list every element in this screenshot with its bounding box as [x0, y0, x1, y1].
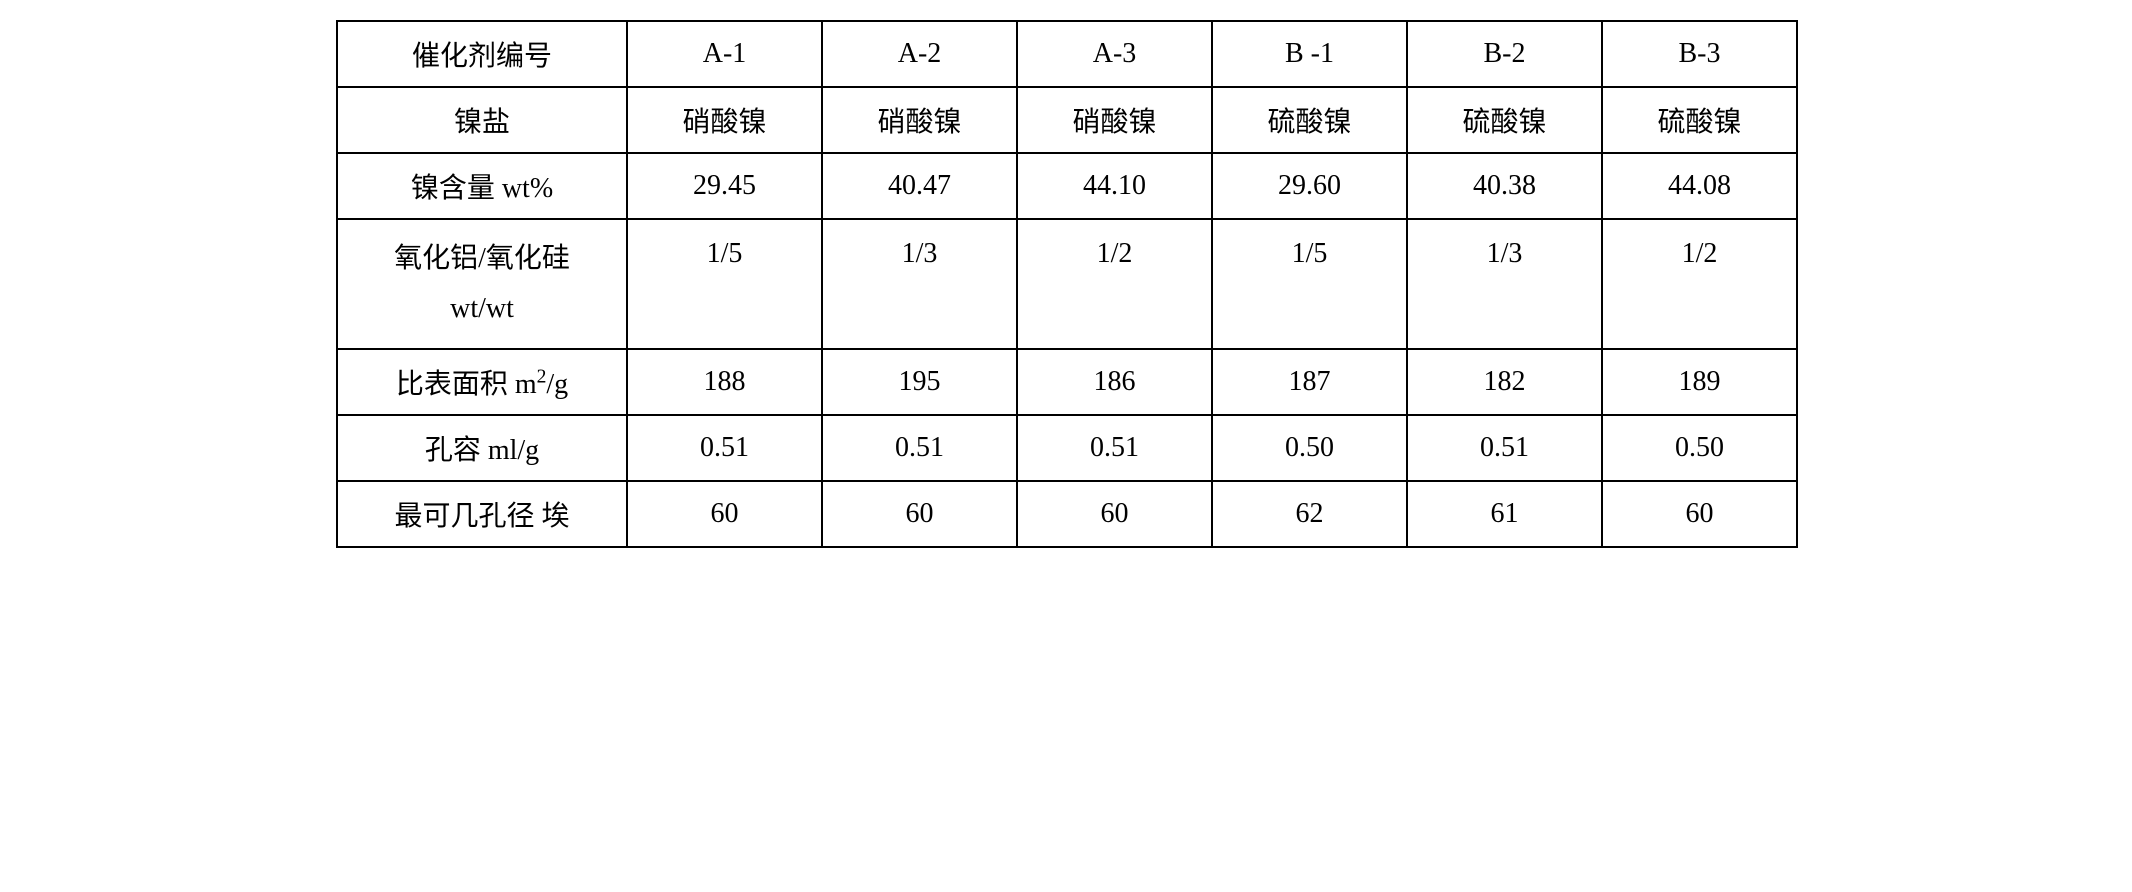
table-cell: 60 [822, 481, 1017, 547]
row-header-cell: 孔容 ml/g [337, 415, 627, 481]
row-header-cell: 镍含量 wt% [337, 153, 627, 219]
table-cell: A-1 [627, 21, 822, 87]
table-cell: 0.51 [1407, 415, 1602, 481]
table-cell: 195 [822, 349, 1017, 415]
table-cell: 0.51 [627, 415, 822, 481]
table-cell: A-3 [1017, 21, 1212, 87]
row-header-cell: 比表面积 m2/g [337, 349, 627, 415]
table-cell: 1/5 [1212, 219, 1407, 349]
table-cell: B-3 [1602, 21, 1797, 87]
table-cell: 0.51 [822, 415, 1017, 481]
catalyst-properties-table-container: 催化剂编号 A-1 A-2 A-3 B -1 B-2 B-3 镍盐 硝酸镍 硝酸… [336, 20, 1796, 548]
table-cell: 1/3 [822, 219, 1017, 349]
table-cell: 硝酸镍 [1017, 87, 1212, 153]
table-cell: 189 [1602, 349, 1797, 415]
table-cell: 188 [627, 349, 822, 415]
table-cell: 40.38 [1407, 153, 1602, 219]
catalyst-properties-table: 催化剂编号 A-1 A-2 A-3 B -1 B-2 B-3 镍盐 硝酸镍 硝酸… [336, 20, 1798, 548]
table-cell: 29.45 [627, 153, 822, 219]
header-line-2: wt/wt [450, 293, 514, 324]
table-cell: 60 [1017, 481, 1212, 547]
table-cell: 1/5 [627, 219, 822, 349]
table-cell: 1/2 [1017, 219, 1212, 349]
table-cell: 60 [627, 481, 822, 547]
table-cell: 0.51 [1017, 415, 1212, 481]
table-cell: 187 [1212, 349, 1407, 415]
header-line-1: 氧化铝/氧化硅 [394, 243, 570, 274]
table-cell: 硫酸镍 [1602, 87, 1797, 153]
row-header-cell: 镍盐 [337, 87, 627, 153]
table-cell: 硫酸镍 [1212, 87, 1407, 153]
row-header-cell: 催化剂编号 [337, 21, 627, 87]
table-row: 最可几孔径 埃 60 60 60 62 61 60 [337, 481, 1797, 547]
table-cell: 硝酸镍 [822, 87, 1017, 153]
table-row: 孔容 ml/g 0.51 0.51 0.51 0.50 0.51 0.50 [337, 415, 1797, 481]
table-cell: 1/2 [1602, 219, 1797, 349]
table-row: 镍盐 硝酸镍 硝酸镍 硝酸镍 硫酸镍 硫酸镍 硫酸镍 [337, 87, 1797, 153]
table-cell: 40.47 [822, 153, 1017, 219]
table-cell: 硝酸镍 [627, 87, 822, 153]
row-header-cell: 氧化铝/氧化硅 wt/wt [337, 219, 627, 349]
table-row: 比表面积 m2/g 188 195 186 187 182 189 [337, 349, 1797, 415]
table-cell: 44.10 [1017, 153, 1212, 219]
table-cell: 60 [1602, 481, 1797, 547]
table-cell: B -1 [1212, 21, 1407, 87]
table-cell: 硫酸镍 [1407, 87, 1602, 153]
table-cell: 29.60 [1212, 153, 1407, 219]
table-row: 氧化铝/氧化硅 wt/wt 1/5 1/3 1/2 1/5 1/3 1/2 [337, 219, 1797, 349]
table-cell: 1/3 [1407, 219, 1602, 349]
table-cell: 182 [1407, 349, 1602, 415]
row-header-cell: 最可几孔径 埃 [337, 481, 627, 547]
table-row: 镍含量 wt% 29.45 40.47 44.10 29.60 40.38 44… [337, 153, 1797, 219]
table-cell: 0.50 [1602, 415, 1797, 481]
table-cell: 61 [1407, 481, 1602, 547]
table-cell: 0.50 [1212, 415, 1407, 481]
table-cell: B-2 [1407, 21, 1602, 87]
table-cell: 186 [1017, 349, 1212, 415]
table-cell: 62 [1212, 481, 1407, 547]
table-row: 催化剂编号 A-1 A-2 A-3 B -1 B-2 B-3 [337, 21, 1797, 87]
table-cell: A-2 [822, 21, 1017, 87]
table-cell: 44.08 [1602, 153, 1797, 219]
